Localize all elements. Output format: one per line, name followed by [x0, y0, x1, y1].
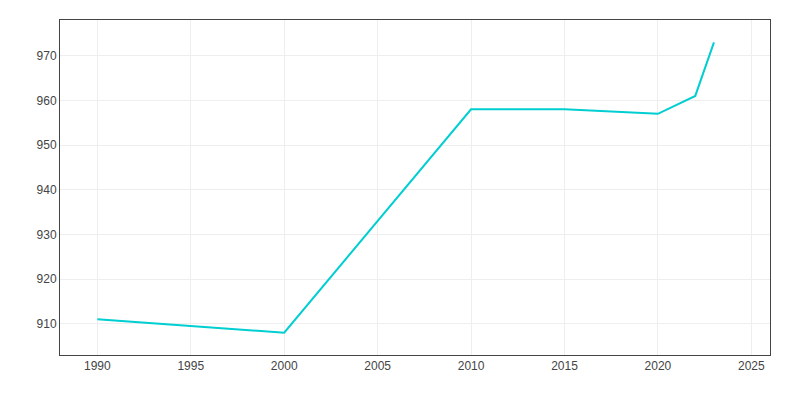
svg-text:2025: 2025 — [738, 359, 765, 373]
svg-text:950: 950 — [37, 138, 57, 152]
svg-text:930: 930 — [37, 228, 57, 242]
svg-text:920: 920 — [37, 272, 57, 286]
svg-text:2000: 2000 — [271, 359, 298, 373]
svg-text:970: 970 — [37, 49, 57, 63]
svg-text:2005: 2005 — [364, 359, 391, 373]
svg-text:1995: 1995 — [177, 359, 204, 373]
svg-text:2015: 2015 — [551, 359, 578, 373]
svg-text:2010: 2010 — [458, 359, 485, 373]
svg-text:960: 960 — [37, 94, 57, 108]
svg-text:940: 940 — [37, 183, 57, 197]
svg-text:2020: 2020 — [645, 359, 672, 373]
svg-text:1990: 1990 — [84, 359, 111, 373]
svg-text:910: 910 — [37, 317, 57, 331]
